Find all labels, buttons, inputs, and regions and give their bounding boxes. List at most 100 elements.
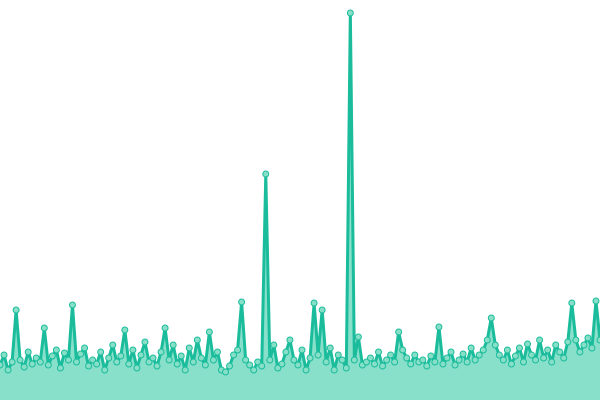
point (443, 354, 451, 362)
point (52, 346, 60, 354)
point (544, 346, 552, 354)
point (560, 354, 568, 362)
point (451, 361, 459, 369)
point (73, 358, 81, 366)
point (270, 341, 278, 349)
point (306, 354, 314, 362)
point (201, 361, 209, 369)
point (101, 366, 109, 374)
point (350, 356, 358, 364)
point (596, 336, 600, 344)
point (4, 366, 12, 374)
point (524, 340, 532, 348)
point (346, 9, 354, 17)
point (407, 360, 415, 368)
point (117, 352, 125, 360)
point (568, 299, 576, 307)
point (532, 356, 540, 364)
point (40, 324, 48, 332)
point (511, 352, 519, 360)
point (177, 352, 185, 360)
point (145, 358, 153, 366)
point (16, 356, 24, 364)
point (387, 351, 395, 359)
point (161, 324, 169, 332)
point (362, 358, 370, 366)
point (399, 346, 407, 354)
area (0, 13, 600, 400)
point (226, 362, 234, 370)
point (129, 346, 137, 354)
point (105, 354, 113, 362)
point (447, 348, 455, 356)
point (375, 348, 383, 356)
point (564, 338, 572, 346)
point (330, 366, 338, 374)
point (68, 301, 76, 309)
point (12, 306, 20, 314)
line (0, 11, 600, 374)
point (205, 328, 213, 336)
point (427, 352, 435, 360)
point (36, 358, 44, 366)
point (411, 351, 419, 359)
point (113, 358, 121, 366)
point (181, 366, 189, 374)
point (471, 356, 479, 364)
point (366, 354, 374, 362)
point (338, 356, 346, 364)
point (141, 338, 149, 346)
point (85, 362, 93, 370)
point (403, 354, 411, 362)
point (121, 326, 129, 334)
point (286, 336, 294, 344)
point (278, 360, 286, 368)
point (556, 348, 564, 356)
point (48, 352, 56, 360)
point (262, 170, 270, 178)
point (93, 360, 101, 368)
point (157, 348, 165, 356)
point (391, 358, 399, 366)
point (515, 344, 523, 352)
point (185, 344, 193, 352)
point (242, 356, 250, 364)
point (580, 341, 588, 349)
point (165, 356, 173, 364)
point (230, 351, 238, 359)
point (282, 348, 290, 356)
point (28, 360, 36, 368)
point (222, 368, 230, 376)
point (487, 314, 495, 322)
point (81, 344, 89, 352)
point (419, 356, 427, 364)
point (274, 364, 282, 372)
point (258, 362, 266, 370)
point (584, 334, 592, 342)
point (189, 358, 197, 366)
point (395, 328, 403, 336)
point (193, 336, 201, 344)
point (552, 341, 560, 349)
point (334, 351, 342, 359)
point (379, 362, 387, 370)
point (32, 354, 40, 362)
point (499, 356, 507, 364)
point (483, 336, 491, 344)
point (322, 358, 330, 366)
point (326, 344, 334, 352)
point (60, 349, 68, 357)
point (173, 360, 181, 368)
point (540, 354, 548, 362)
point (302, 366, 310, 374)
point (266, 356, 274, 364)
point (238, 298, 246, 306)
point (314, 351, 322, 359)
point (507, 360, 515, 368)
point (439, 360, 447, 368)
point (548, 358, 556, 366)
point (536, 336, 544, 344)
point (197, 354, 205, 362)
point (44, 361, 52, 369)
